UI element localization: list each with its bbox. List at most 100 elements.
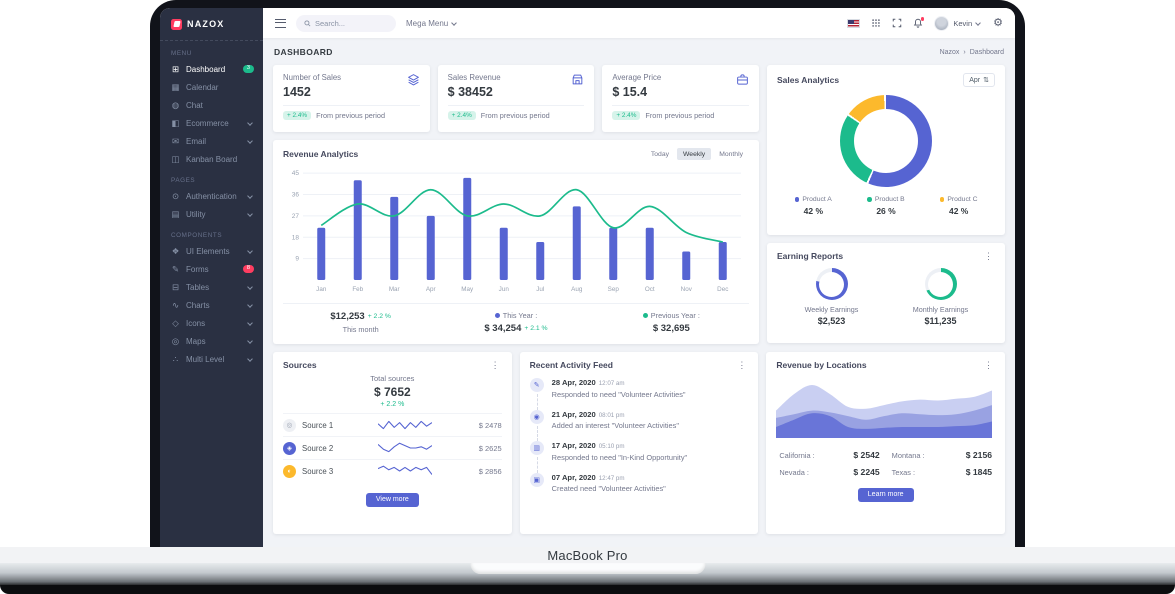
user-menu[interactable]: Kevin <box>934 15 982 31</box>
notifications-bell-icon[interactable] <box>913 17 925 28</box>
location-value: $ 1845 <box>965 467 993 477</box>
source-name: Source 1 <box>302 420 334 430</box>
sales-analytics-card: Sales Analytics Apr ⇅ Product A 42 % Produ… <box>767 65 1005 235</box>
card-menu-button[interactable]: ⋮ <box>984 359 994 370</box>
sidebar-item-tables[interactable]: ⊟ Tables <box>160 278 263 296</box>
mega-menu-label: Mega Menu <box>406 18 449 28</box>
activity-date: 28 Apr, 2020 12:07 am <box>551 378 625 387</box>
this-year-dot <box>494 313 500 318</box>
utility-icon: ▤ <box>171 208 180 219</box>
sidebar-item-icons[interactable]: ◇ Icons <box>160 314 263 332</box>
card-menu-button[interactable]: ⋮ <box>984 250 993 261</box>
activity-time: 05:10 pm <box>598 443 625 450</box>
stat-value: $ 38452 <box>447 85 493 99</box>
sidebar-item-utility[interactable]: ▤ Utility <box>160 205 263 223</box>
source-row-source-3[interactable]: ◐ Source 3 $ 2856 <box>283 459 502 482</box>
briefcase-icon: ▣ <box>529 472 544 487</box>
legend-item-product-b: Product B 26 % <box>850 196 923 216</box>
source-name: Source 3 <box>302 466 334 476</box>
location-stat-texas-: Texas : $ 1845 <box>892 467 992 477</box>
tab-today[interactable]: Today <box>645 148 675 160</box>
activity-time: 08:01 pm <box>598 411 625 419</box>
brand-name: NAZOX <box>187 19 225 29</box>
svg-text:Jul: Jul <box>536 286 544 293</box>
sidebar-item-kanban-board[interactable]: ◫ Kanban Board <box>160 150 263 168</box>
fullscreen-icon[interactable] <box>892 18 902 28</box>
sales-legend: Product A 42 % Product B 26 % Product C 42 % <box>777 196 995 216</box>
locations-area-chart <box>776 374 995 443</box>
laptop-deck: MacBook Pro <box>0 547 1175 563</box>
legend-dot <box>794 197 800 202</box>
revenue-prev-year-summary: Previous Year : $ 32,695 <box>594 311 749 334</box>
ui-elements-icon: ❖ <box>171 245 180 256</box>
activity-item: ▣ 07 Apr, 2020 12:47 pm Created need "Volun… <box>529 472 749 505</box>
view-more-button[interactable]: View more <box>365 492 419 507</box>
prev-year-dot <box>642 313 648 318</box>
sidebar-item-email[interactable]: ✉ Email <box>160 132 263 150</box>
tab-monthly[interactable]: Monthly <box>713 148 749 160</box>
radial-hole <box>928 271 953 297</box>
topbar-actions: Kevin ⚙ <box>847 15 1003 31</box>
search-input[interactable] <box>315 18 388 28</box>
settings-gear-icon[interactable]: ⚙ <box>993 16 1003 29</box>
stat-note: From previous period <box>480 111 550 121</box>
card-menu-button[interactable]: ⋮ <box>490 359 500 370</box>
sidebar: NAZOX MENU ⊞ Dashboard 3 ▦ Calendar ◍ Chat ◧ Ecom… <box>160 8 263 547</box>
source-amount: $ 2625 <box>478 443 502 453</box>
sidebar-item-ecommerce[interactable]: ◧ Ecommerce <box>160 114 263 132</box>
sidebar-item-chat[interactable]: ◍ Chat <box>160 96 263 114</box>
sidebar-section-title: PAGES <box>171 177 196 184</box>
revenue-chart: 9 18 27 36 45 Jan Feb Mar Apr May Jun Jul Aug Sep Oct N… <box>283 160 749 299</box>
breadcrumb-root[interactable]: Nazox <box>939 48 960 56</box>
sidebar-item-authentication[interactable]: ⊙ Authentication <box>160 187 263 205</box>
sidebar-item-ui-elements[interactable]: ❖ UI Elements <box>160 242 263 260</box>
location-value: $ 2542 <box>853 450 880 460</box>
activity-list: ✎ 28 Apr, 2020 12:07 am Responded to need "… <box>529 378 749 505</box>
source-row-source-2[interactable]: ◈ Source 2 $ 2625 <box>283 436 502 459</box>
sidebar-toggle-icon[interactable] <box>275 18 286 28</box>
earning-reports-card: Earning Reports ⋮ Weekly Earnings $2,523 M… <box>767 243 1005 343</box>
sidebar-item-forms[interactable]: ✎ Forms 8 <box>160 260 263 278</box>
sidebar-item-charts[interactable]: ∿ Charts <box>160 296 263 314</box>
sidebar-item-multi-level[interactable]: ∴ Multi Level <box>160 350 263 368</box>
sidebar-section-title: MENU <box>171 50 192 57</box>
stat-label: Number of Sales <box>283 73 342 82</box>
sidebar-item-dashboard[interactable]: ⊞ Dashboard 3 <box>160 60 263 78</box>
source-sparkline <box>342 418 468 432</box>
apps-grid-icon[interactable] <box>871 18 881 28</box>
chevron-down-icon <box>247 193 253 199</box>
activity-text: Added an interest "Volunteer Activities" <box>551 421 679 430</box>
stat-note: From previous period <box>645 111 715 121</box>
stat-delta-badge: + 2.4% <box>283 111 312 121</box>
learn-more-button[interactable]: Learn more <box>857 487 914 502</box>
chevron-down-icon <box>247 138 253 144</box>
location-stat-nevada-: Nevada : $ 2245 <box>779 467 879 477</box>
user-name: Kevin <box>953 18 973 28</box>
maps-icon: ◎ <box>171 335 180 346</box>
sidebar-item-label: Dashboard <box>186 64 226 74</box>
language-flag-icon[interactable] <box>847 18 861 28</box>
card-menu-button[interactable]: ⋮ <box>737 359 747 370</box>
source-1-icon: ◎ <box>283 418 296 432</box>
source-2-icon: ◈ <box>283 441 296 455</box>
dashboard-app: NAZOX MENU ⊞ Dashboard 3 ▦ Calendar ◍ Chat ◧ Ecom… <box>160 8 1015 547</box>
card-title: Revenue by Locations <box>776 360 867 370</box>
sidebar-item-label: Calendar <box>186 82 219 92</box>
sidebar-item-label: Tables <box>186 282 210 292</box>
sidebar-item-label: Ecommerce <box>186 118 229 128</box>
stat-delta-badge: + 2.4% <box>612 111 641 121</box>
mega-menu-button[interactable]: Mega Menu <box>406 19 458 28</box>
stat-card-average-price: Average Price $ 15.4 + 2.4% From previous p… <box>602 65 760 132</box>
brand-logo[interactable]: NAZOX <box>160 8 263 41</box>
activity-date: 17 Apr, 2020 05:10 pm <box>551 441 625 450</box>
source-row-source-1[interactable]: ◎ Source 1 $ 2478 <box>283 413 502 436</box>
charts-icon: ∿ <box>171 299 180 310</box>
chevron-down-icon <box>247 302 253 308</box>
search-box[interactable] <box>296 14 396 32</box>
store-icon <box>571 73 584 91</box>
tab-weekly[interactable]: Weekly <box>677 148 712 160</box>
sidebar-item-calendar[interactable]: ▦ Calendar <box>160 78 263 96</box>
sidebar-item-maps[interactable]: ◎ Maps <box>160 332 263 350</box>
period-select[interactable]: Apr ⇅ <box>963 73 995 87</box>
avatar <box>934 15 950 31</box>
